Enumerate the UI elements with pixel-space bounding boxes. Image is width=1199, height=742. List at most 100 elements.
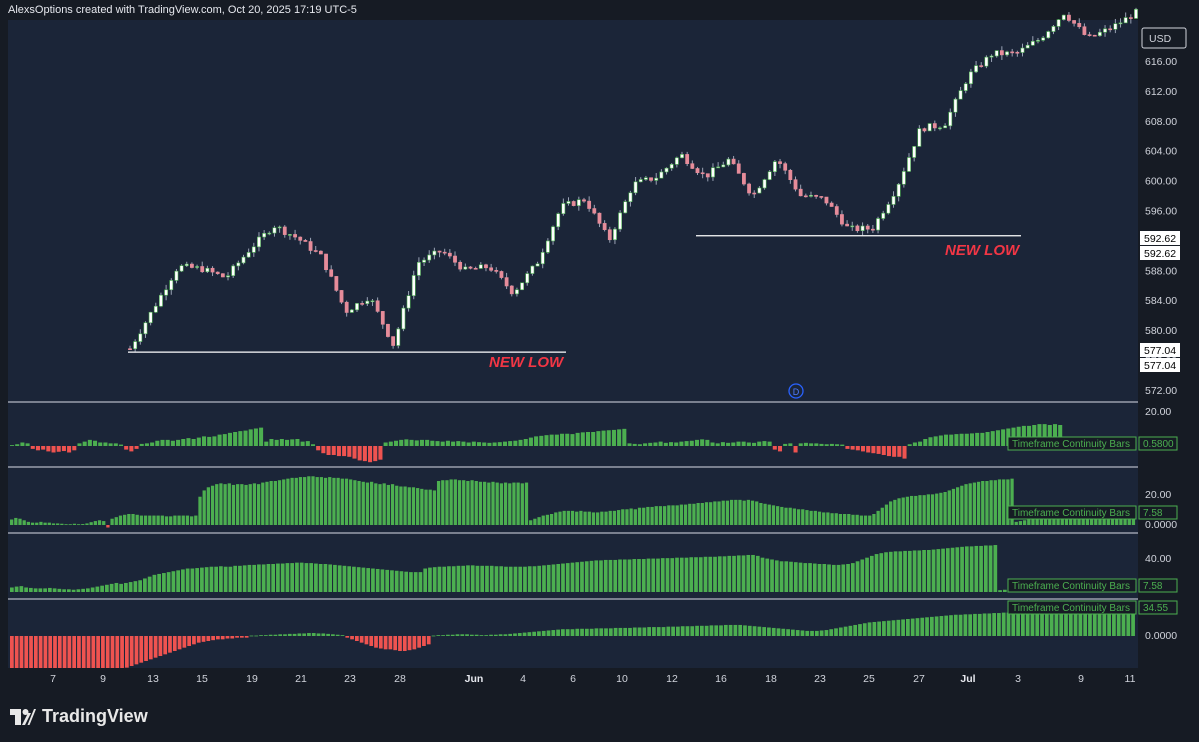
indicator-bar: [118, 515, 123, 525]
candle-body: [1020, 47, 1025, 53]
indicator-bar: [762, 627, 767, 636]
candle-body: [762, 179, 767, 189]
indicator-bar: [170, 440, 175, 446]
indicator-bar: [171, 571, 176, 592]
indicator-bar: [516, 482, 520, 525]
indicator-bar: [668, 442, 674, 446]
indicator-value: 34.55: [1143, 603, 1168, 614]
indicator-bar: [545, 514, 550, 525]
indicator-bar: [347, 446, 352, 457]
candle-body: [257, 236, 261, 248]
indicator-bar: [629, 508, 633, 525]
candle-body: [427, 254, 432, 261]
indicator-bar: [679, 504, 684, 525]
indicator-bar: [710, 442, 715, 446]
indicator-bar: [746, 442, 751, 446]
indicator-bar: [964, 484, 968, 525]
indicator-bar: [736, 555, 741, 592]
indicator-bar: [108, 443, 113, 446]
indicator-bar: [523, 566, 527, 592]
indicator-bar: [67, 636, 72, 685]
indicator-bar: [874, 554, 879, 592]
candle-body: [231, 265, 236, 277]
indicator-bar: [35, 522, 39, 525]
candle-body: [938, 127, 942, 130]
candle-body: [313, 250, 318, 252]
indicator-bar: [689, 557, 694, 592]
indicator-bar: [1047, 425, 1052, 446]
tradingview-logo[interactable]: TradingView: [10, 706, 148, 727]
indicator-bar: [834, 513, 838, 525]
indicator-bar: [10, 519, 14, 525]
indicator-bar: [855, 446, 860, 451]
indicator-bar: [282, 479, 286, 525]
indicator-bar: [508, 566, 513, 592]
indicator-bar: [110, 518, 114, 525]
indicator-bar: [435, 441, 440, 446]
indicator-bar: [641, 559, 646, 592]
price-axis[interactable]: USD 616.00 612.00 608.00 604.00 600.00 596.00 5…: [1138, 20, 1199, 690]
indicator-bar: [975, 432, 980, 446]
time-tick-label: 19: [246, 673, 258, 685]
candle-body: [700, 172, 705, 175]
chart-header: AlexsOptions created with TradingView.co…: [0, 0, 1199, 20]
indicator-bar: [955, 547, 960, 592]
indicator-bar: [928, 437, 933, 446]
indicator-bar: [808, 563, 812, 592]
indicator-bar: [417, 636, 422, 648]
candle-body: [324, 253, 328, 270]
candle-body: [246, 252, 251, 258]
indicator-bar: [923, 439, 928, 446]
indicator-bar: [696, 503, 700, 525]
indicator-bar: [520, 483, 524, 525]
candle-body: [545, 240, 550, 253]
indicator-bar: [628, 627, 632, 636]
candle-body: [731, 158, 736, 165]
indicator-bar: [771, 627, 776, 636]
indicator-bar: [679, 557, 684, 592]
indicator-bar: [238, 565, 242, 592]
indicator-value: 0.5800: [1143, 439, 1174, 450]
indicator-bar: [1031, 518, 1035, 525]
candle-body: [401, 307, 406, 330]
indicator-bar: [953, 614, 958, 636]
indicator-bar: [731, 442, 736, 446]
indicator-bar: [810, 630, 814, 636]
indicator-bar: [529, 520, 533, 525]
price-tick-label: 584.00: [1145, 295, 1177, 307]
indicator-bar: [834, 628, 838, 636]
candle-body: [582, 199, 586, 202]
indicator-bar: [851, 514, 855, 525]
candle-body: [633, 181, 638, 194]
indicator-bar: [135, 514, 139, 525]
candle-body: [1015, 51, 1020, 54]
indicator-bar: [240, 484, 244, 525]
indicator-bar: [993, 545, 998, 592]
indicator-bar: [489, 634, 493, 636]
indicator-bar: [404, 439, 409, 446]
candle-body: [1118, 22, 1123, 25]
indicator-bar: [374, 636, 378, 648]
indicator-bar: [371, 568, 375, 592]
indicator-bar: [10, 587, 14, 592]
candle-body: [236, 262, 241, 267]
indicator-bar: [671, 626, 675, 636]
indicator-bar: [985, 432, 990, 446]
candle-body: [138, 333, 143, 342]
indicator-bar: [385, 569, 390, 592]
indicator-bar: [591, 512, 596, 525]
candle-body: [128, 348, 132, 351]
price-label-value: 577.04: [1144, 360, 1176, 372]
indicator-bar: [470, 480, 474, 525]
indicator-bar: [720, 442, 725, 446]
indicator-bar: [460, 634, 465, 636]
time-axis[interactable]: 7 9 13 15 19 21 23 28 Jun 4 6 10 12 16 18 23 25 27 Jul 3 9 11: [0, 668, 1138, 690]
time-tick-label: 15: [196, 673, 208, 685]
candle-body: [674, 157, 679, 165]
indicator-bar: [969, 433, 975, 446]
indicator-bar: [466, 481, 470, 525]
candle-body: [540, 252, 545, 265]
candle-body: [195, 266, 199, 268]
indicator-bar: [160, 439, 165, 446]
